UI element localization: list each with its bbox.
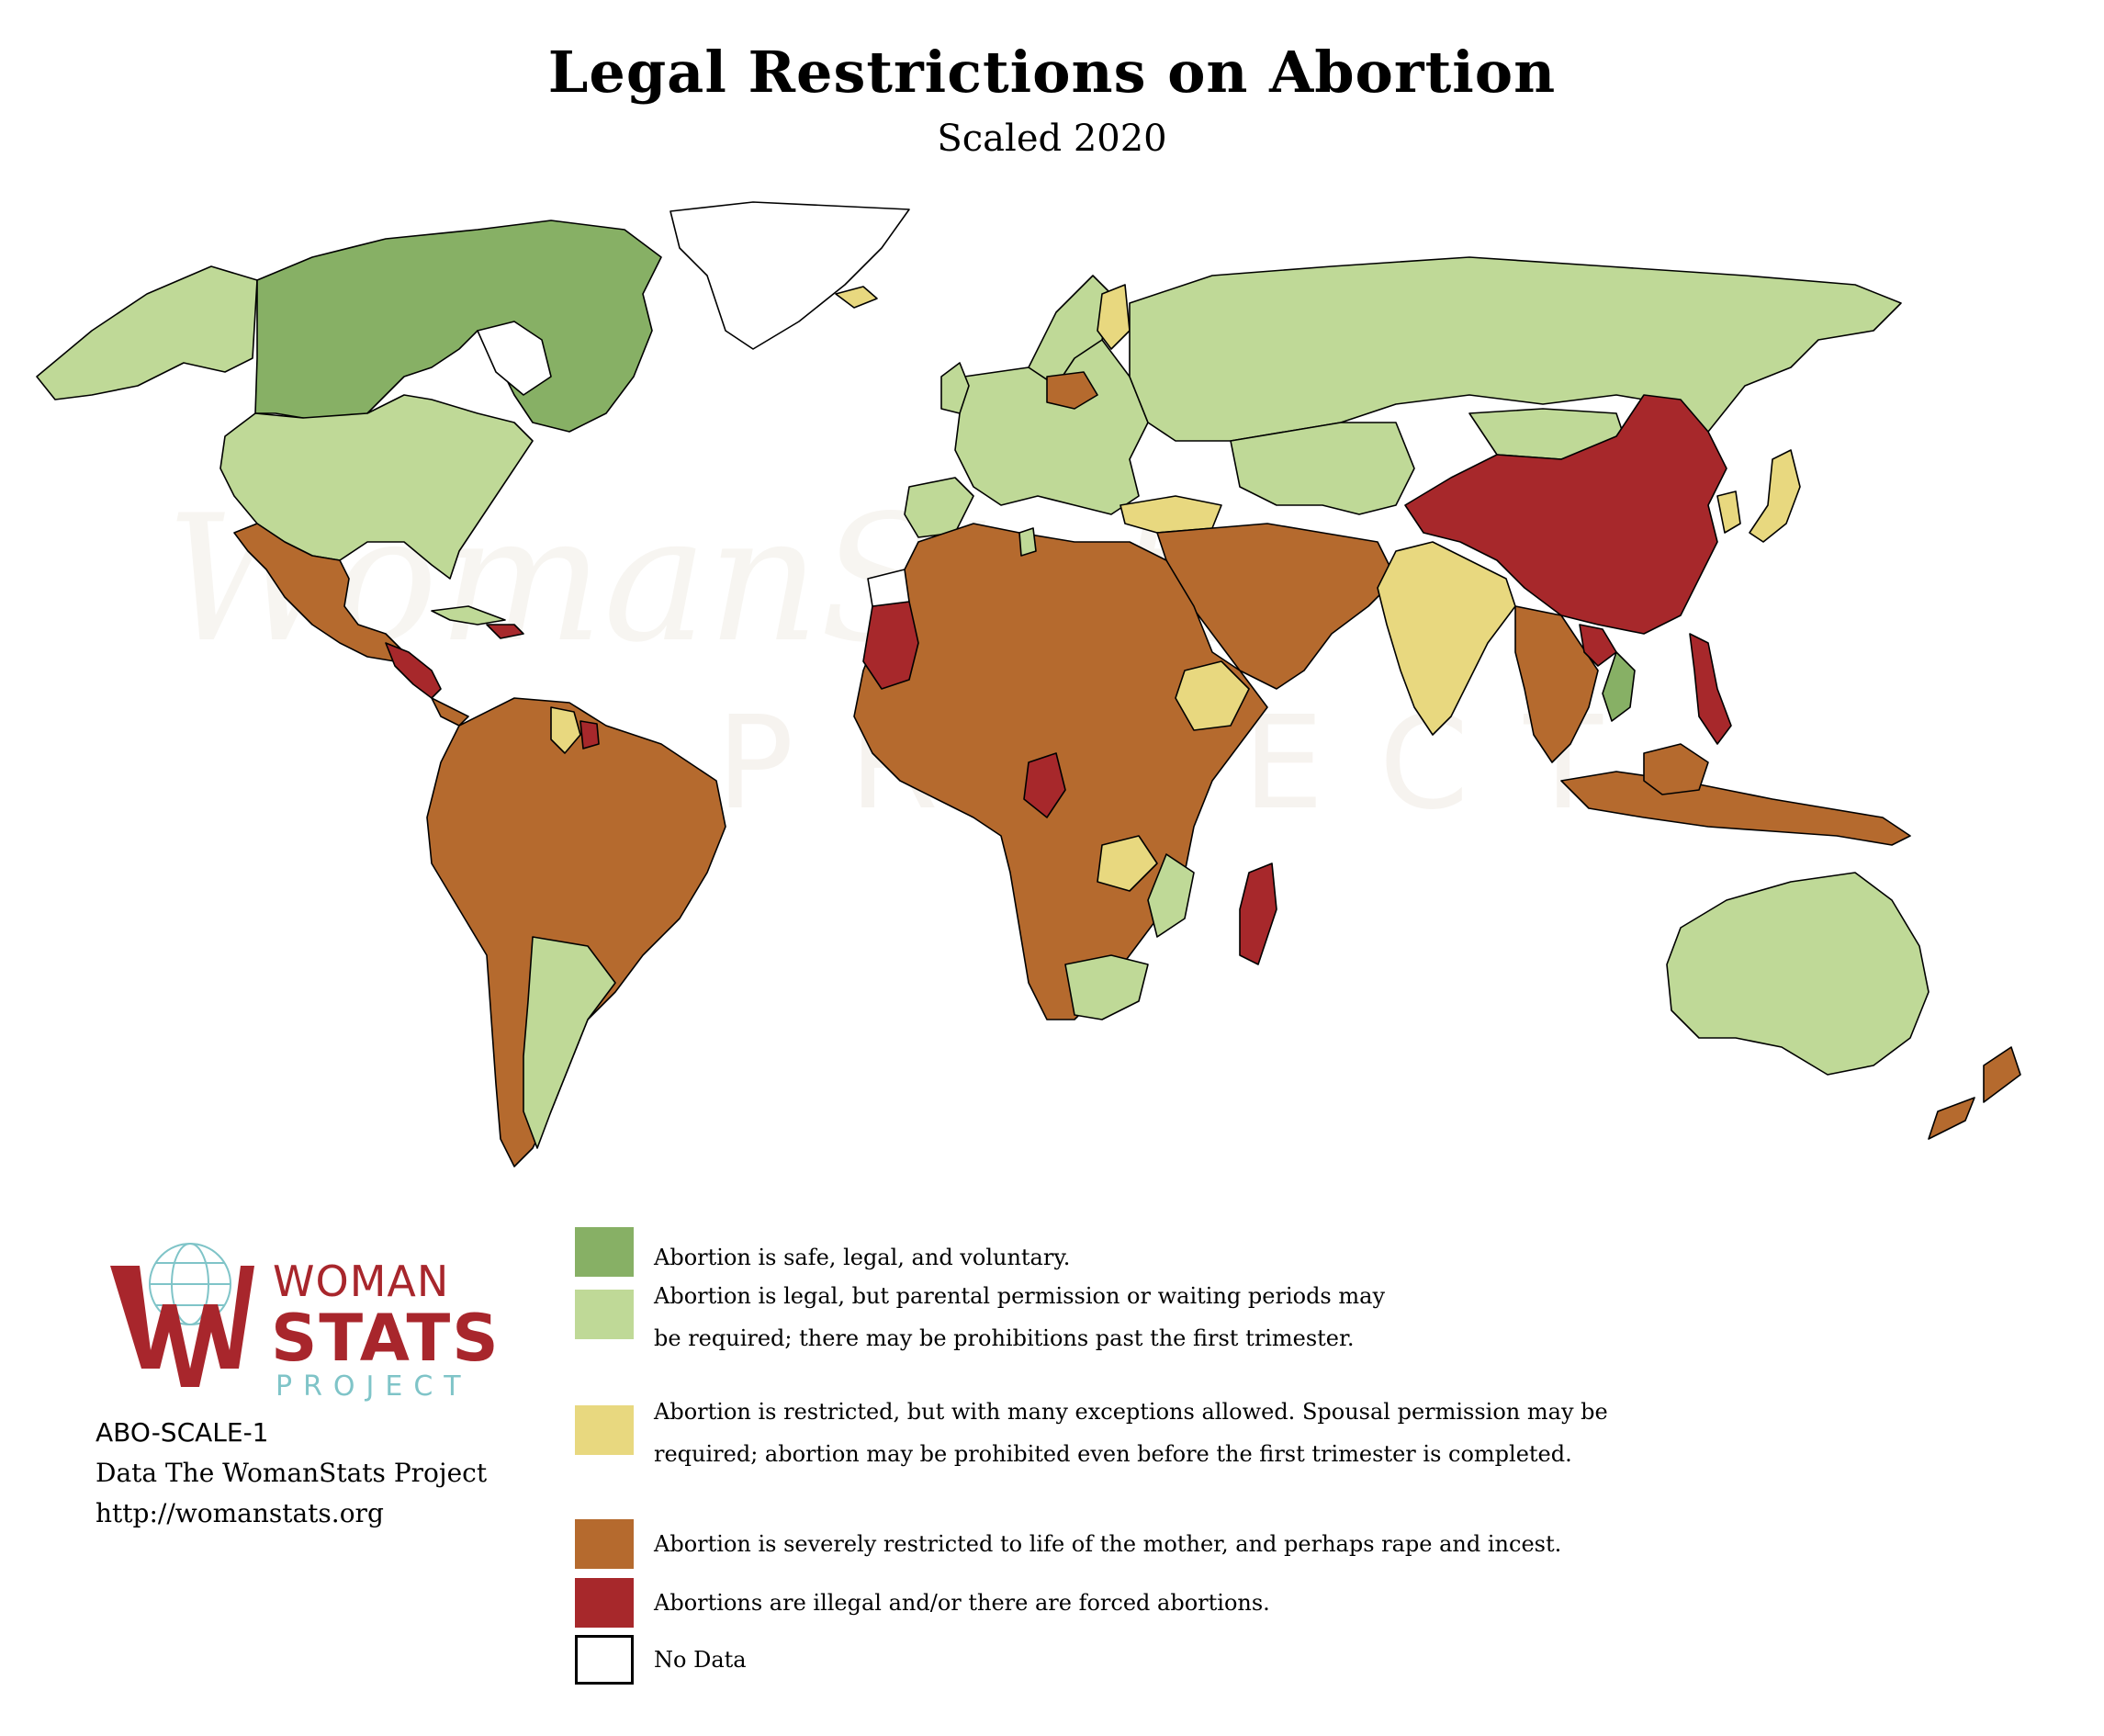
region-australia [1666,872,1930,1076]
region-panama [431,697,469,727]
region-philippines [1689,633,1732,745]
map-code: ABO-SCALE-1 [96,1417,269,1448]
region-usa [219,394,534,580]
globe-hands-logo-icon [110,1243,254,1387]
region-western-sahara [867,569,910,607]
region-iceland [835,286,878,309]
region-finland [1097,284,1131,350]
region-south-america [426,697,726,1167]
world-map-svg [36,201,2021,1167]
region-mozambique [1147,853,1195,938]
map-title: Legal Restrictions on Abortion [547,39,1557,106]
region-uk [940,362,970,414]
region-korea [1716,490,1741,534]
womanstats-logo: WOMAN STATS PROJECT [103,1231,499,1415]
legend-label: Abortion is restricted, but with many ex… [654,1399,1608,1425]
legend-label: Abortion is severely restricted to life … [654,1531,1562,1557]
region-south-africa [1064,954,1149,1020]
map-subtitle: Scaled 2020 [937,118,1167,160]
data-credit: Data The WomanStats Project [96,1458,488,1488]
region-zambia [1097,835,1158,892]
region-new-zealand [1983,1046,2021,1103]
legend-swatch [575,1519,634,1569]
legend: Abortion is safe, legal, and voluntary. … [575,1227,1861,1686]
region-new-zealand-south [1928,1097,1975,1140]
region-ethiopia [1175,660,1250,731]
region-madagascar [1239,862,1277,965]
region-china [1404,394,1727,635]
region-borneo [1643,743,1709,795]
legend-label: No Data [654,1647,747,1673]
region-alaska [36,265,258,400]
logo-word-woman: WOMAN [273,1257,450,1306]
logo-word-project: PROJECT [276,1370,472,1403]
region-suriname [579,720,600,750]
legend-swatch [575,1635,634,1685]
legend-swatch [575,1290,634,1339]
legend-swatch [575,1578,634,1628]
world-map [0,193,2104,1194]
region-guyana [550,706,581,754]
legend-label: Abortions are illegal and/or there are f… [654,1590,1270,1616]
region-argentina [523,936,616,1149]
region-turkey [1120,495,1222,534]
region-hudson-bay [477,321,552,396]
region-india [1377,541,1516,736]
region-cuba [431,605,506,626]
region-vietnam [1602,651,1636,722]
region-central-asia [1230,422,1415,515]
region-congo [1023,752,1066,818]
region-mexico [233,523,405,662]
region-se-asia [1514,605,1599,763]
legend-label: Abortion is legal, but parental permissi… [654,1283,1385,1309]
region-greenland [669,201,910,350]
legend-swatch [575,1405,634,1455]
source-url: http://womanstats.org [96,1498,384,1528]
legend-label: Abortion is safe, legal, and voluntary. [654,1245,1071,1270]
legend-label: required; abortion may be prohibited eve… [654,1441,1572,1467]
legend-swatch [575,1227,634,1277]
region-canada [254,220,662,433]
legend-label: be required; there may be prohibitions p… [654,1325,1355,1351]
region-tunisia [1018,527,1037,557]
region-japan [1749,449,1801,543]
logo-word-stats: STATS [271,1301,501,1376]
region-hispaniola [486,624,524,639]
map-meta: ABO-SCALE-1 Data The WomanStats Project … [96,1413,487,1534]
region-poland [1046,371,1098,410]
region-laos [1579,624,1617,667]
region-central-america [385,642,442,699]
region-indonesia [1560,771,1911,846]
